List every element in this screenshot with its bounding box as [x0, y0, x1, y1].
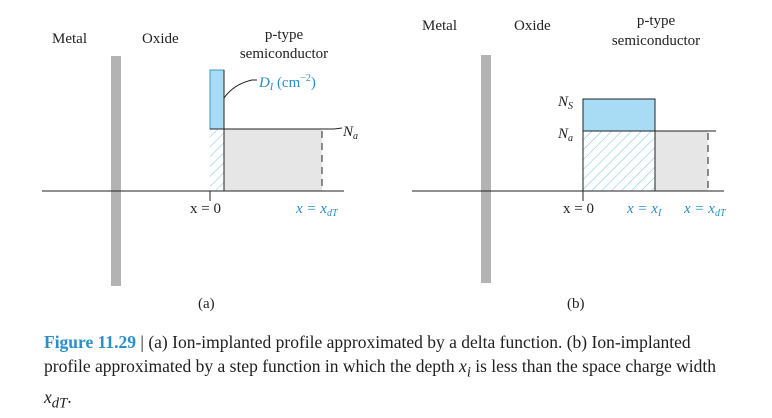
- na-label-a: Na: [342, 124, 358, 142]
- metal-label-a: Metal: [52, 31, 87, 47]
- oxide-bar-a: [111, 56, 121, 286]
- na-leader-a: [333, 127, 343, 130]
- caption-xi-symbol: xi: [459, 356, 471, 381]
- oxide-label-b: Oxide: [514, 18, 551, 34]
- xdt-label-a: x = xdT: [295, 201, 339, 219]
- caption-text-3: .: [67, 386, 72, 407]
- figure-number: Figure 11.29: [44, 332, 137, 352]
- panel-tag-b: (b): [567, 296, 585, 312]
- panel-b: Metal Oxide p-type semiconductor: [412, 13, 727, 312]
- hatched-region-b: [583, 131, 655, 191]
- xi-label-b: x = xI: [626, 201, 662, 219]
- caption-text-2: is less than the space charge width: [470, 356, 716, 376]
- panel-tag-a: (a): [198, 296, 215, 312]
- ptype-label-b-line2: semiconductor: [612, 33, 700, 49]
- oxide-bar-b: [481, 55, 491, 283]
- oxide-label-a: Oxide: [142, 31, 179, 47]
- hatched-region-a: [210, 129, 224, 191]
- ptype-label-b-line1: p-type: [637, 13, 676, 29]
- ns-label-b: NS: [557, 94, 573, 112]
- metal-label-b: Metal: [422, 18, 457, 34]
- panel-a: Metal Oxide p-type semiconductor DI (cm−: [42, 27, 358, 312]
- x0-label-a: x = 0: [190, 201, 221, 217]
- na-label-b: Na: [557, 126, 573, 144]
- mos-ion-implant-diagram: Metal Oxide p-type semiconductor DI (cm−: [42, 13, 727, 312]
- caption-text-1: (a) Ion-implanted profile approximated b…: [44, 332, 691, 376]
- delta-implant-a: [209, 69, 225, 130]
- caption-separator: |: [136, 332, 149, 352]
- step-implant-b: [582, 98, 656, 132]
- ptype-label-a-line2: semiconductor: [240, 46, 328, 62]
- delta-label: DI (cm−2): [258, 73, 316, 93]
- ptype-label-a-line1: p-type: [265, 27, 304, 43]
- xdt-label-b: x = xdT: [683, 201, 727, 219]
- depletion-region-b: [655, 131, 708, 191]
- figure-caption: Figure 11.29 | (a) Ion-implanted profile…: [44, 330, 734, 415]
- depletion-region-a: [224, 129, 322, 191]
- caption-xdt-symbol: xdT: [44, 386, 68, 412]
- x0-label-b: x = 0: [563, 201, 594, 217]
- delta-leader-line: [223, 79, 257, 99]
